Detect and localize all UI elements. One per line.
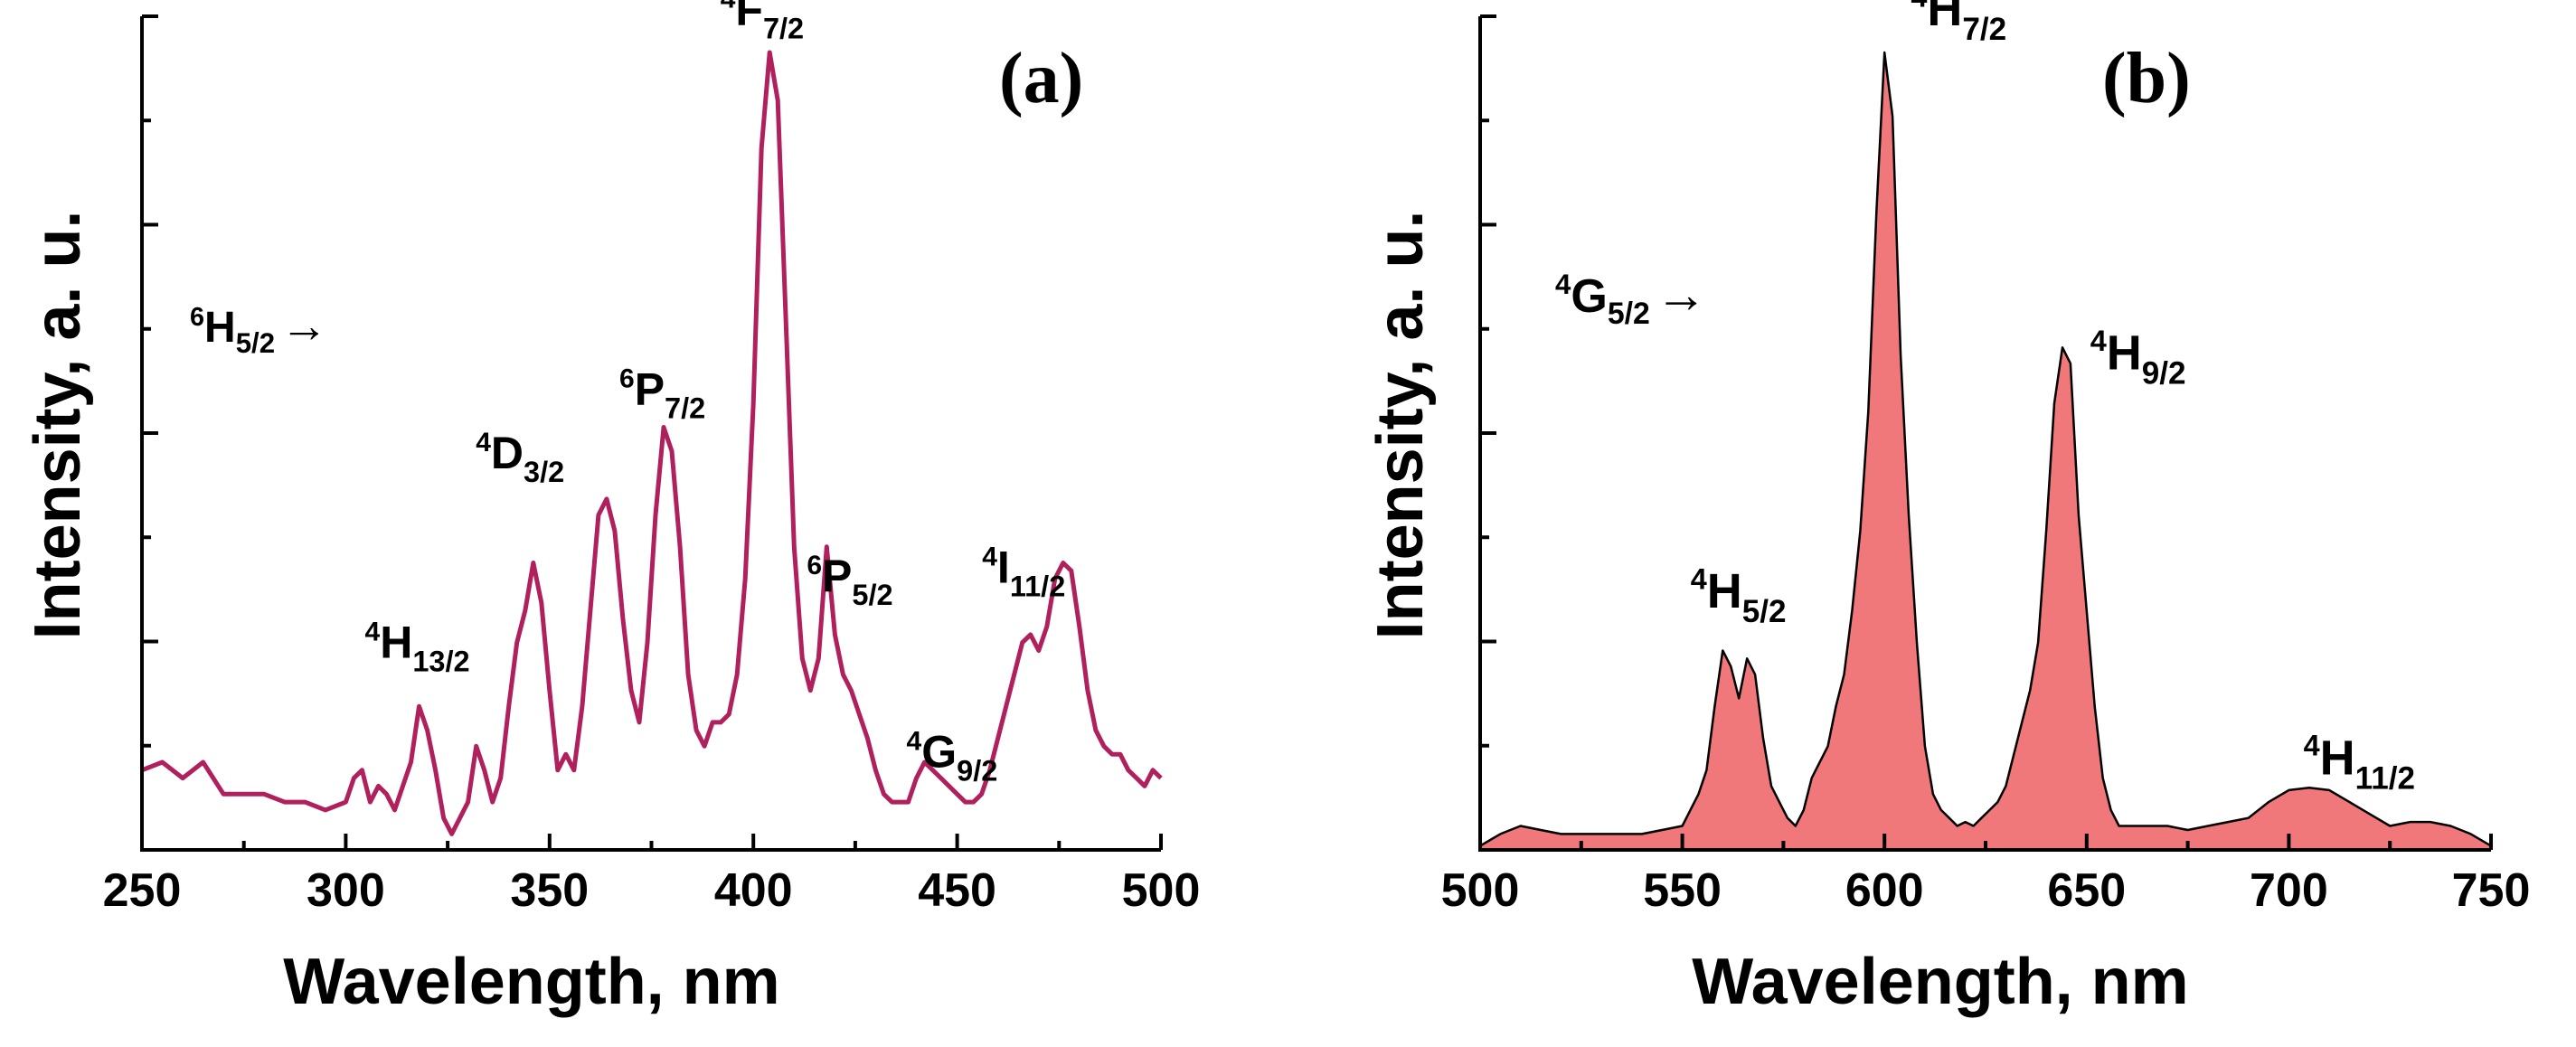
panel-a-peak-label: 4D3/2 <box>476 428 564 488</box>
panel-b-label: (b) <box>2102 39 2191 118</box>
panel-b-x-tick-label: 650 <box>2047 864 2126 917</box>
panel-a-peak-label: 6P7/2 <box>619 363 705 424</box>
panel-b-peak-label: 4H7/2 <box>1911 0 2006 47</box>
panel-b-peak-label: 4H5/2 <box>1691 562 1787 629</box>
panel-a-x-tick-label: 400 <box>714 864 793 917</box>
panel-b-plot-content: 500 550 600 650 700 750 4G5/2→ 4H5/2 4H7/2 4H9/2 4… <box>1441 0 2531 917</box>
panel-a-y-axis-title: Intensity, a. u. <box>22 211 94 640</box>
panel-a-peak-label: 4I11/2 <box>982 542 1065 603</box>
panel-b-peak-label: 4H11/2 <box>2304 730 2415 797</box>
panel-b-x-axis-title: Wavelength, nm <box>1692 946 2188 1018</box>
panel-b-peak-label: 4H9/2 <box>2090 325 2186 391</box>
panel-a-x-tick-label: 350 <box>510 864 589 917</box>
panel-a-axes <box>140 16 1161 852</box>
panel-a-series-line <box>141 50 1163 836</box>
panel-b-x-tick-label: 600 <box>1845 864 1924 917</box>
panel-b-x-tick-label: 750 <box>2452 864 2531 917</box>
panel-b-x-tick-label: 550 <box>1643 864 1722 917</box>
chart-panel-a: 250 300 350 400 450 500 6H5/2 → 4H13/2 4D3/2 6P7/2… <box>22 0 1200 1018</box>
panel-b-x-tick-label: 500 <box>1441 864 1520 917</box>
panel-a-peak-label: 4G9/2 <box>907 727 998 788</box>
panel-b-y-axis-title: Intensity, a. u. <box>1364 211 1437 640</box>
panel-a-peak-label: 4H13/2 <box>365 618 470 678</box>
panel-b-axes <box>1478 16 2491 852</box>
panel-a-x-axis-title: Wavelength, nm <box>283 946 779 1018</box>
chart-panel-b: 500 550 600 650 700 750 4G5/2→ 4H5/2 4H7/2 4H9/2 4… <box>1364 0 2530 1018</box>
panel-a-plot-content: 250 300 350 400 450 500 6H5/2 → 4H13/2 4D3/2 6P7/2… <box>103 0 1201 917</box>
panel-a-label: (a) <box>999 39 1083 118</box>
panel-a-x-tick-label: 500 <box>1122 864 1201 917</box>
panel-a-x-tick-label: 300 <box>307 864 385 917</box>
panel-a-x-tick-label: 450 <box>918 864 996 917</box>
panel-a-peak-label: 4F7/2 <box>721 0 804 44</box>
panel-b-x-tick-label: 700 <box>2250 864 2328 917</box>
panel-b-transition-label: 4G5/2 → <box>1555 266 1707 331</box>
panel-b-series-line <box>1479 51 2492 847</box>
panel-a-peak-label: 6P5/2 <box>807 551 892 611</box>
panel-a-transition-label: 6H5/2 → <box>190 299 328 359</box>
panel-a-x-tick-label: 250 <box>103 864 182 917</box>
